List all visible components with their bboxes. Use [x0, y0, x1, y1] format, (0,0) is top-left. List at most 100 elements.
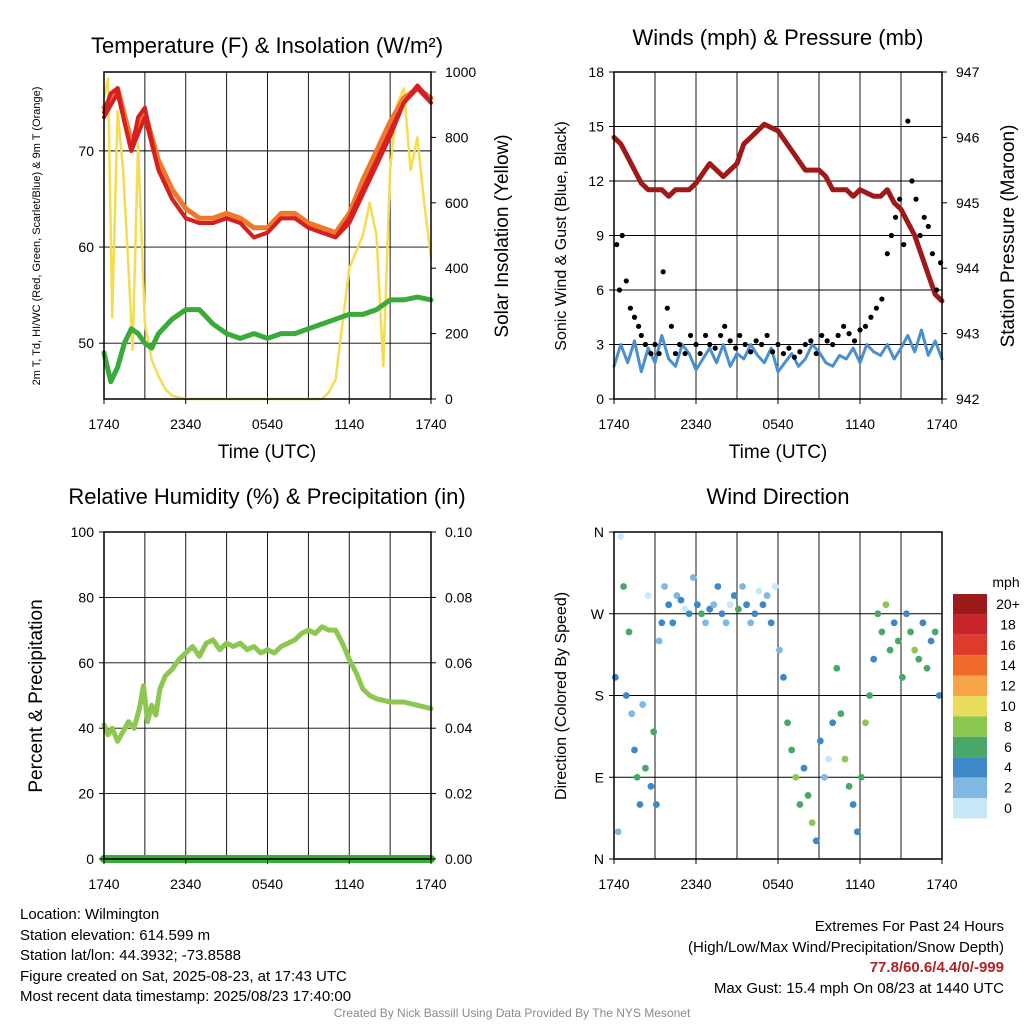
x-tick-label: 1740 — [926, 876, 957, 892]
gust-point — [905, 118, 911, 124]
gust-point — [802, 341, 808, 348]
gust-point — [623, 278, 629, 284]
direction-point — [915, 655, 923, 663]
gust-point — [664, 305, 670, 311]
direction-point — [730, 592, 738, 599]
x-tick-label: 1740 — [415, 416, 446, 432]
gust-point — [841, 323, 847, 329]
direction-point — [804, 792, 812, 799]
humidity-panel: Relative Humidity (%) & Precipitation (i… — [26, 484, 472, 892]
y-tick-label: W — [591, 606, 605, 622]
gust-point — [660, 269, 666, 275]
y2-tick-label: 0.04 — [445, 720, 472, 736]
gust-point — [682, 350, 688, 357]
humidity-title: Relative Humidity (%) & Precipitation (i… — [68, 484, 465, 509]
y2-tick-label: 1000 — [445, 64, 476, 80]
gust-point — [712, 345, 718, 351]
direction-point — [784, 719, 791, 727]
gust-point — [813, 350, 819, 357]
direction-point — [911, 646, 919, 654]
x-tick-label: 0540 — [762, 876, 793, 892]
direction-point — [935, 692, 943, 699]
y2-tick-label: 800 — [445, 129, 469, 145]
gust-point — [619, 232, 625, 239]
y-tick-label: 60 — [78, 655, 94, 671]
gust-point — [642, 341, 649, 348]
credit-line: Created By Nick Bassill Using Data Provi… — [333, 1006, 691, 1020]
direction-point — [845, 782, 853, 790]
x-tick-label: 2340 — [680, 416, 711, 432]
direction-point — [655, 637, 663, 645]
x-tick-label: 1740 — [88, 416, 119, 432]
gust-point — [913, 196, 919, 202]
direction-point — [755, 587, 763, 595]
direction-point — [726, 601, 734, 609]
direction-point — [689, 574, 697, 581]
humidity-ylabel: Percent & Precipitation — [26, 599, 47, 792]
extremes-values: 77.8/60.6/4.4/0/-999 — [869, 959, 1004, 976]
direction-point — [833, 664, 841, 672]
direction-point — [923, 664, 931, 672]
direction-grid — [614, 531, 942, 860]
legend-label: 12 — [1000, 678, 1016, 694]
wind-ylabel: Sonic Wind & Gust (Blue, Black) — [553, 121, 570, 350]
y-tick-label: S — [595, 688, 604, 704]
gust-point — [722, 323, 728, 329]
y-tick-label: 9 — [596, 228, 604, 244]
gust-point — [830, 341, 836, 348]
gust-point — [727, 338, 733, 344]
y2-tick-label: 0.08 — [445, 589, 472, 605]
x-tick-label: 1740 — [926, 416, 957, 432]
gust-point — [824, 338, 830, 344]
y-tick-label: E — [595, 769, 604, 785]
y-tick-label: 70 — [78, 143, 94, 159]
gust-point — [929, 251, 936, 257]
gust-point — [851, 338, 858, 344]
x-tick-label: 2340 — [170, 876, 201, 892]
gust-point — [857, 327, 863, 333]
direction-point — [743, 601, 750, 609]
gust-point — [668, 323, 675, 329]
direction-point — [767, 619, 775, 627]
gust-point — [892, 214, 899, 220]
direction-point — [841, 755, 849, 763]
legend-label: 0 — [1004, 800, 1012, 816]
y-tick-label: 60 — [78, 239, 94, 255]
station-location: Location: Wilmington — [20, 906, 160, 923]
y2-tick-label: 946 — [956, 129, 980, 145]
legend-label: 16 — [1000, 637, 1016, 653]
direction-ylabel: Direction (Colored By Speed) — [553, 592, 570, 800]
direction-point — [734, 605, 742, 613]
dewpoint-line — [101, 294, 434, 385]
y-tick-label: 6 — [596, 282, 604, 298]
y2-tick-label: 400 — [445, 260, 469, 276]
x-tick-label: 1740 — [598, 416, 629, 432]
direction-point — [771, 583, 779, 590]
gust-point — [638, 332, 644, 339]
direction-point — [837, 710, 845, 718]
direction-point — [628, 710, 636, 718]
gust-point — [627, 305, 634, 311]
direction-point — [829, 719, 837, 727]
legend-swatch — [953, 716, 987, 737]
legend-swatch — [953, 798, 987, 819]
extremes-title: Extremes For Past 24 Hours — [814, 918, 1004, 935]
legend-swatch — [953, 675, 987, 696]
direction-point — [685, 610, 693, 618]
wind-xlabel: Time (UTC) — [729, 442, 828, 463]
y2-tick-label: 944 — [956, 260, 980, 276]
y2-tick-label: 200 — [445, 326, 469, 342]
gust-point — [697, 350, 703, 357]
y-tick-label: N — [594, 524, 604, 540]
x-tick-label: 1740 — [598, 876, 629, 892]
direction-point — [849, 801, 857, 808]
x-tick-label: 1140 — [845, 876, 875, 892]
gust-point — [797, 349, 803, 355]
gust-point — [888, 232, 895, 239]
direction-point — [796, 801, 804, 808]
y-tick-label: 0 — [86, 851, 94, 867]
direction-point — [866, 692, 873, 699]
gust-point — [897, 196, 903, 202]
y-tick-label: 12 — [588, 173, 604, 189]
